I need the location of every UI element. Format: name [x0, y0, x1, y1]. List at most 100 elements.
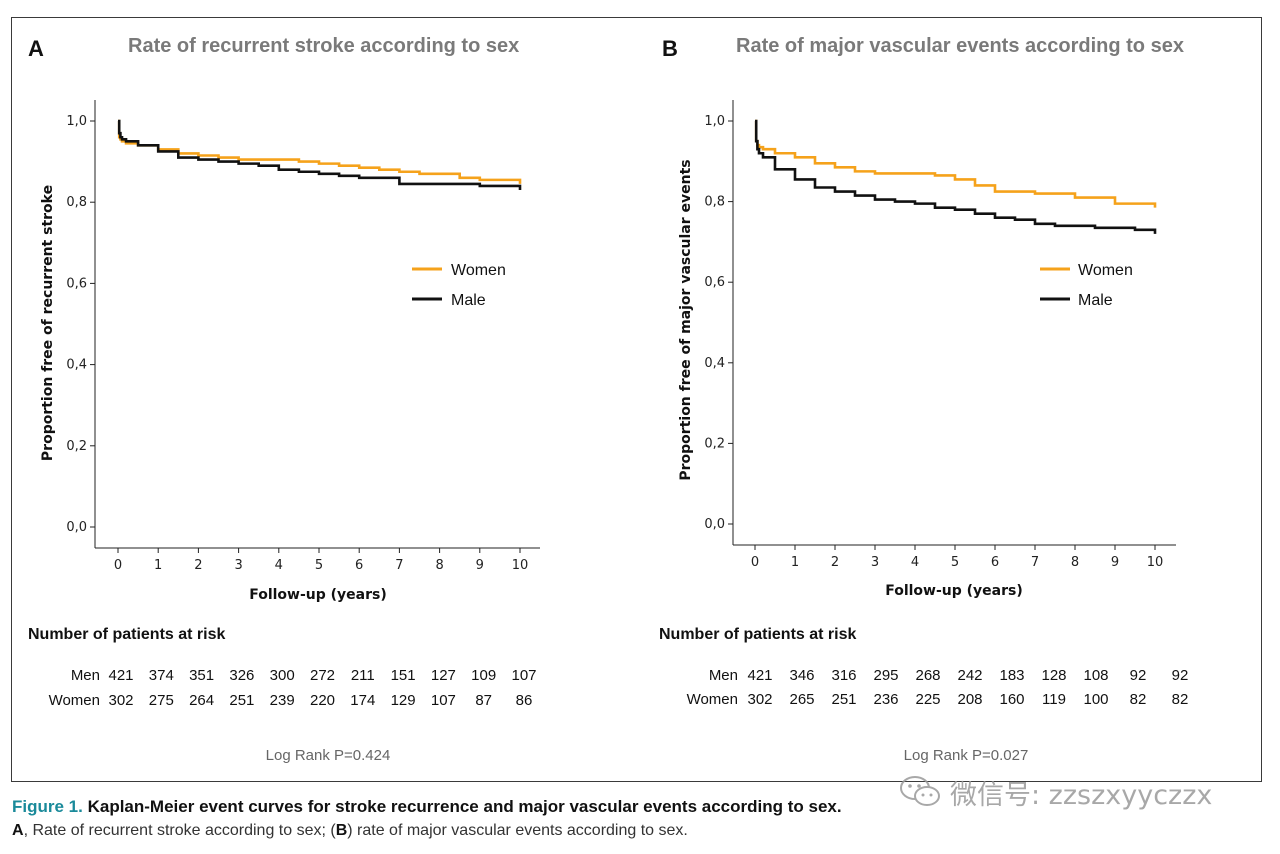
risk-cell: 225 — [915, 691, 940, 708]
y-tick-label: 0,6 — [66, 276, 87, 291]
risk-cell: 295 — [873, 667, 898, 684]
risk-cell: 268 — [915, 667, 940, 684]
risk-cell: 351 — [189, 667, 214, 684]
risk-row-label: Men — [709, 667, 738, 684]
x-tick-label: 5 — [951, 555, 959, 570]
y-axis-label: Proportion free of recurrent stroke — [40, 185, 56, 461]
risk-cell: 82 — [1130, 691, 1147, 708]
km-curves — [754, 119, 1157, 234]
x-tick-label: 6 — [355, 558, 363, 573]
y-tick-label: 0,8 — [66, 195, 87, 210]
watermark-text: 微信号: zzszxyyczzx — [950, 779, 1213, 811]
x-tick-label: 5 — [315, 558, 323, 573]
risk-cell: 300 — [270, 667, 295, 684]
x-tick-label: 2 — [831, 555, 839, 570]
risk-cell: 92 — [1130, 667, 1147, 684]
risk-cell: 151 — [391, 667, 416, 684]
x-tick-label: 1 — [791, 555, 799, 570]
watermark: 微信号: zzszxyyczzx — [898, 772, 1212, 812]
axes: 0,0 0,2 0,4 0,6 0,8 1,0 0 1 2 3 4 5 6 7 8 9 10 — [66, 100, 540, 573]
risk-cell: 107 — [431, 692, 456, 709]
x-tick-label: 4 — [275, 558, 283, 573]
y-tick-label: 0,4 — [704, 356, 725, 371]
log-rank-p: Log Rank P=0.027 — [904, 747, 1029, 764]
legend: Women Male — [1040, 262, 1133, 309]
risk-row-label: Women — [49, 692, 100, 709]
risk-cell: 251 — [831, 691, 856, 708]
risk-cell: 128 — [1041, 667, 1066, 684]
x-tick-label: 6 — [991, 555, 999, 570]
risk-cell: 100 — [1083, 691, 1108, 708]
legend: Women Male — [412, 262, 506, 309]
risk-cell: 87 — [475, 692, 492, 709]
y-tick-label: 0,0 — [704, 517, 725, 532]
risk-cell: 108 — [1083, 667, 1108, 684]
x-tick-label: 4 — [911, 555, 919, 570]
y-tick-label: 0,4 — [66, 358, 87, 373]
risk-cell: 129 — [391, 692, 416, 709]
risk-cell: 174 — [350, 692, 375, 709]
x-axis-label: Follow-up (years) — [885, 583, 1023, 599]
caption-ref-b: B — [335, 822, 348, 839]
caption-text-a: , Rate of recurrent stroke according to … — [23, 822, 336, 839]
legend-label-women: Women — [451, 262, 506, 279]
risk-table-header: Number of patients at risk — [659, 626, 856, 643]
x-tick-label: 9 — [476, 558, 484, 573]
panel-title: Rate of major vascular events according … — [736, 35, 1184, 57]
risk-table: Men 421 346 316 295 268 242 183 128 108 92 92 Women 3… — [687, 667, 1189, 708]
x-tick-label: 3 — [871, 555, 879, 570]
risk-cell: 251 — [229, 692, 254, 709]
risk-cell: 127 — [431, 667, 456, 684]
caption-line-2: A, Rate of recurrent stroke according to… — [12, 820, 1262, 842]
risk-cell: 82 — [1172, 691, 1189, 708]
y-axis-label: Proportion free of major vascular events — [678, 159, 694, 480]
x-tick-label: 3 — [234, 558, 242, 573]
x-tick-label: 1 — [154, 558, 162, 573]
caption-line-1: Figure 1. Kaplan-Meier event curves for … — [12, 796, 1262, 818]
risk-cell: 236 — [873, 691, 898, 708]
x-tick-label: 10 — [512, 558, 529, 573]
risk-cell: 272 — [310, 667, 335, 684]
y-tick-label: 1,0 — [66, 114, 87, 129]
risk-table-header: Number of patients at risk — [28, 626, 225, 643]
figure-frame — [11, 17, 1262, 782]
panel-letter: B — [662, 36, 678, 61]
y-tick-label: 0,2 — [66, 439, 87, 454]
risk-cell: 421 — [747, 667, 772, 684]
caption-ref-a: A — [12, 822, 24, 839]
panel-b: B Rate of major vascular events accordin… — [659, 35, 1188, 764]
risk-cell: 275 — [149, 692, 174, 709]
x-tick-label: 8 — [1071, 555, 1079, 570]
km-curve-male — [117, 119, 522, 191]
legend-label-male: Male — [1078, 292, 1113, 309]
risk-cell: 242 — [957, 667, 982, 684]
risk-cell: 374 — [149, 667, 174, 684]
axes: 0,0 0,2 0,4 0,6 0,8 1,0 0 1 2 3 4 5 6 7 8 9 10 — [704, 100, 1176, 570]
risk-cell: 107 — [511, 667, 536, 684]
figure-label: Figure 1. — [12, 797, 83, 816]
x-tick-label: 8 — [435, 558, 443, 573]
risk-cell: 119 — [1042, 691, 1066, 708]
risk-cell: 264 — [189, 692, 214, 709]
risk-cell: 346 — [789, 667, 814, 684]
x-tick-label: 0 — [751, 555, 759, 570]
risk-cell: 239 — [270, 692, 295, 709]
risk-cell: 421 — [108, 667, 133, 684]
risk-cell: 326 — [229, 667, 254, 684]
x-tick-label: 7 — [1031, 555, 1039, 570]
x-axis-label: Follow-up (years) — [249, 587, 387, 603]
log-rank-p: Log Rank P=0.424 — [266, 747, 391, 764]
caption-text-b: ) rate of major vascular events accordin… — [347, 822, 688, 839]
km-curve-women — [754, 119, 1157, 208]
y-tick-label: 0,8 — [704, 195, 725, 210]
x-tick-label: 10 — [1147, 555, 1164, 570]
risk-row-label: Women — [687, 691, 738, 708]
figure-canvas: A Rate of recurrent stroke according to … — [28, 35, 1188, 764]
risk-table: Men 421 374 351 326 300 272 211 151 127 109 107 Wome… — [49, 667, 537, 709]
risk-cell: 109 — [471, 667, 496, 684]
panel-letter: A — [28, 36, 44, 61]
legend-label-women: Women — [1078, 262, 1133, 279]
risk-row-label: Men — [71, 667, 100, 684]
km-curves — [117, 119, 522, 191]
risk-cell: 211 — [351, 667, 375, 684]
